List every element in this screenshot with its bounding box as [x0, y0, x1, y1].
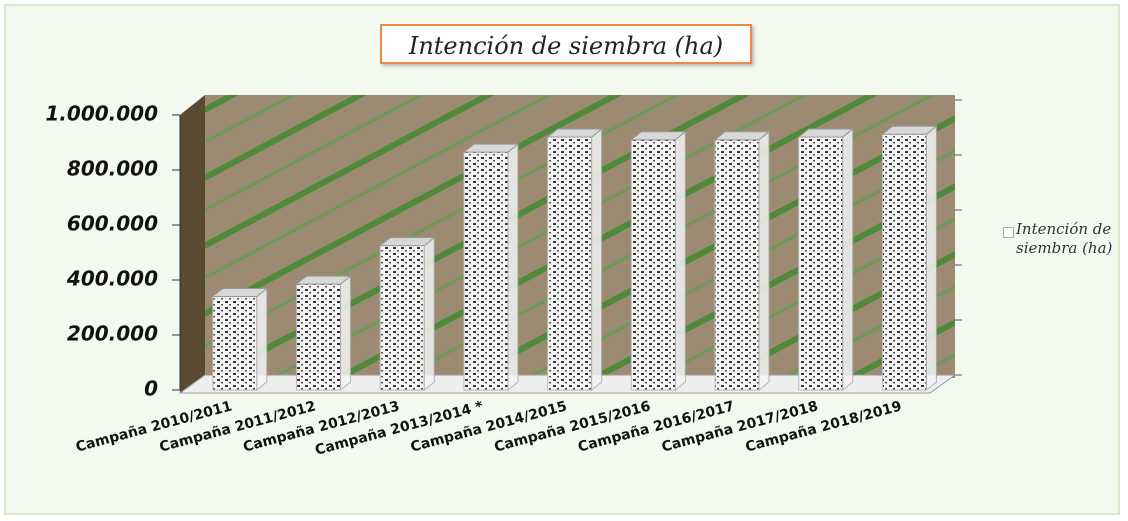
bar-side — [424, 238, 434, 390]
bar-top — [631, 132, 685, 140]
bar-side — [341, 276, 351, 390]
y-tick-label: 0 — [144, 377, 158, 401]
y-tick-label: 600.000 — [67, 212, 158, 236]
bar-top — [464, 144, 518, 152]
y-tick-label: 800.000 — [67, 157, 158, 181]
y-tick-label: 400.000 — [66, 267, 158, 291]
bar — [548, 137, 592, 390]
y-tick-label: 1.000.000 — [45, 102, 158, 126]
chart-title: Intención de siembra (ha) — [380, 24, 752, 64]
bar-top — [799, 129, 853, 137]
bar — [882, 134, 926, 390]
side-wall — [180, 95, 205, 393]
bar-side — [843, 129, 853, 390]
bar — [464, 152, 508, 390]
y-tick-label: 200.000 — [67, 322, 158, 346]
chart: 0200.000400.000600.000800.0001.000.000Ca… — [0, 0, 1128, 521]
bar-top — [213, 289, 267, 297]
bar-top — [548, 129, 602, 137]
bar-side — [759, 132, 769, 390]
legend-key — [1003, 227, 1014, 238]
bar-side — [675, 132, 685, 390]
bar — [715, 140, 759, 390]
bar-side — [508, 144, 518, 390]
bar-top — [882, 126, 936, 134]
bar — [799, 137, 843, 390]
bar-top — [380, 238, 434, 246]
legend-label: Intención de siembra (ha) — [1016, 220, 1121, 258]
bar-top — [715, 132, 769, 140]
bar-side — [257, 289, 267, 391]
bar — [213, 297, 257, 391]
bar — [297, 284, 341, 390]
bar — [380, 246, 424, 390]
bar-top — [297, 276, 351, 284]
bar — [631, 140, 675, 390]
bar-side — [592, 129, 602, 390]
bar-side — [926, 126, 936, 390]
